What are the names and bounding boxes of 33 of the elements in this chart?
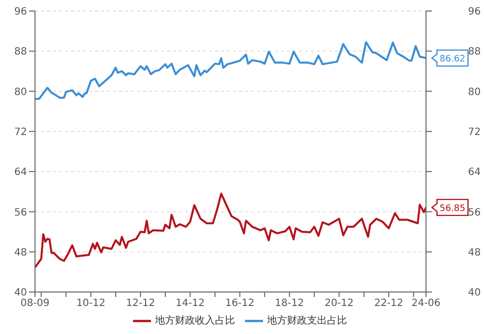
y2-tick-label: 48 (14, 247, 27, 258)
y2-tick-label: 80 (14, 86, 27, 98)
x-tick-label: 16-12 (225, 298, 254, 310)
x-tick-label: 18-12 (274, 298, 304, 310)
y-tick-label: 48 (468, 247, 481, 258)
value-callout: 56.85 (431, 198, 469, 216)
y2-tick-label: 64 (14, 167, 27, 178)
line-series (35, 41, 426, 100)
y-tick-label: 40 (468, 288, 481, 299)
y2-tick-label: 72 (14, 126, 27, 138)
y2-tick-label: 96 (14, 6, 27, 18)
y2-tick-label: 56 (14, 207, 27, 218)
legend-label: 地方财政支出占比 (267, 316, 347, 327)
line-series (35, 192, 426, 268)
y-tick-label: 64 (468, 167, 481, 178)
y-tick-label: 80 (468, 86, 481, 98)
data-label: 86.62 (440, 54, 466, 65)
data-label: 56.85 (440, 204, 466, 214)
x-tick-label: 22-12 (374, 298, 404, 310)
x-tick-label: 20-12 (324, 298, 354, 310)
y2-tick-label: 88 (14, 46, 27, 58)
y-tick-label: 56 (468, 207, 481, 218)
y-tick-label: 72 (468, 126, 481, 138)
x-tick-label: 24-06 (411, 298, 441, 310)
y-tick-label: 96 (468, 6, 481, 18)
x-tick-label: 14-12 (176, 298, 205, 310)
x-tick-label: 08-09 (20, 298, 50, 310)
y-tick-label: 88 (468, 46, 481, 58)
legend-label: 地方财政收入占比 (155, 316, 235, 327)
x-tick-label: 12-12 (126, 298, 156, 310)
x-tick-label: 10-12 (76, 298, 106, 310)
value-callout: 86.62 (431, 49, 469, 67)
y2-tick-label: 40 (14, 288, 27, 299)
